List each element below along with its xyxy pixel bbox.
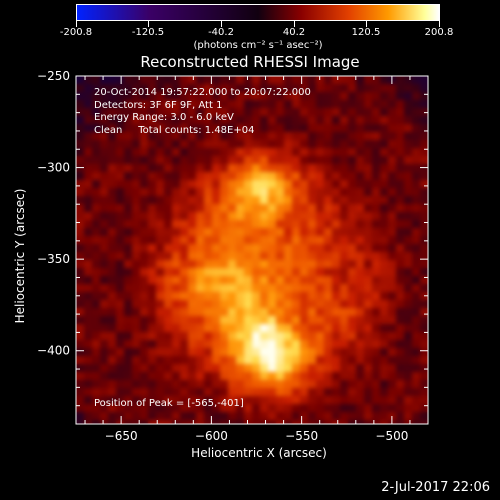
y-tick-label: −400 (37, 344, 70, 358)
x-tick-label: −600 (195, 429, 228, 443)
heatmap-image (76, 76, 428, 424)
y-tick-label: −250 (37, 69, 70, 83)
colorbar-tick (294, 21, 295, 27)
annotation-line: Detectors: 3F 6F 9F, Att 1 (94, 99, 223, 111)
plot-frame (75, 75, 429, 425)
colorbar-tick (76, 21, 77, 27)
y-tick-label: −300 (37, 161, 70, 175)
x-axis-label: Heliocentric X (arcsec) (191, 446, 327, 460)
chart-title: Reconstructed RHESSI Image (140, 53, 360, 71)
colorbar-tick (366, 21, 367, 27)
annotation-line: Clean Total counts: 1.48E+04 (94, 124, 255, 136)
y-tick-label: −350 (37, 252, 70, 266)
colorbar-tick (221, 21, 222, 27)
colorbar-tick (148, 21, 149, 27)
x-tick-label: −550 (285, 429, 318, 443)
colorbar (76, 4, 440, 21)
y-axis-label: Heliocentric Y (arcsec) (13, 188, 27, 324)
observation-info: 20-Oct-2014 19:57:22.000 to 20:07:22.000… (94, 87, 311, 137)
x-tick-label: −650 (105, 429, 138, 443)
annotation-line: Energy Range: 3.0 - 6.0 keV (94, 112, 234, 123)
colorbar-tick-label: -40.2 (208, 27, 234, 38)
annotation-line: 20-Oct-2014 19:57:22.000 to 20:07:22.000 (94, 87, 311, 98)
peak-position-label: Position of Peak = [-565,-401] (94, 398, 244, 409)
colorbar-tick-label: -200.8 (59, 27, 93, 38)
colorbar-tick-label: 40.2 (282, 27, 306, 38)
colorbar-tick-label: 200.8 (424, 27, 454, 38)
colorbar-units: (photons cm⁻² s⁻¹ asec⁻²) (193, 40, 323, 51)
colorbar-tick-label: -120.5 (131, 27, 165, 38)
plot-date-stamp: 2-Jul-2017 22:06 (381, 480, 490, 495)
colorbar-tick (439, 21, 440, 27)
colorbar-tick-label: 120.5 (351, 27, 381, 38)
x-tick-label: −500 (375, 429, 408, 443)
